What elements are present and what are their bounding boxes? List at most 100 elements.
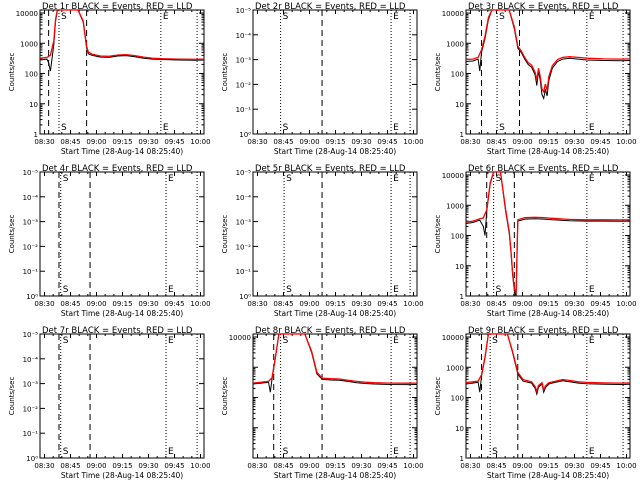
- y-tick-label: 1: [460, 293, 464, 301]
- y-tick-label: 1000: [20, 40, 38, 48]
- y-tick-label: 10⁰: [239, 293, 251, 301]
- detector-panel-2: Det 2r BLACK = Events, RED = LLD 08:30 08:…: [221, 2, 424, 156]
- marker-label-bottom: S: [492, 447, 498, 457]
- detector-panel-9: Det 9r BLACK = Events, RED = LLD 08:30 08:…: [434, 326, 637, 480]
- marker-label-top: S: [283, 336, 289, 346]
- x-tick-label: 08:30: [460, 300, 480, 308]
- x-tick-label: 08:30: [247, 138, 267, 146]
- series-line-events: [253, 334, 417, 393]
- x-tick-label: 08:30: [34, 462, 54, 470]
- marker-label-bottom: E: [589, 285, 595, 295]
- marker-label-top: E: [168, 174, 174, 184]
- marker-label-bottom: E: [589, 123, 595, 133]
- marker-label-bottom: E: [168, 285, 174, 295]
- y-tick-label: 100: [451, 233, 464, 241]
- detector-panel-1: Det 1r BLACK = Events, RED = LLD 08:30 08:…: [8, 2, 211, 156]
- x-tick-label: 10:00: [616, 300, 636, 308]
- x-tick-label: 09:00: [299, 138, 319, 146]
- panel-title: Det 5r BLACK = Events, RED = LLD: [255, 164, 406, 174]
- x-tick-label: 10:00: [616, 138, 636, 146]
- y-tick-label: 1: [34, 131, 38, 139]
- x-tick-label: 10:00: [190, 138, 210, 146]
- x-tick-label: 09:30: [351, 138, 371, 146]
- marker-label-bottom: S: [61, 123, 67, 133]
- x-tick-label: 09:45: [590, 462, 610, 470]
- x-tick-label: 10:00: [403, 300, 423, 308]
- detector-panel-4: Det 4r BLACK = Events, RED = LLD 08:30 08:…: [8, 164, 211, 318]
- x-tick-label: 09:45: [164, 462, 184, 470]
- marker-label-bottom: E: [589, 447, 595, 457]
- y-axis-label: Counts/sec: [8, 377, 16, 416]
- y-tick-label: 10⁻¹: [23, 268, 39, 276]
- marker-label-top: E: [393, 12, 399, 22]
- y-tick-label: 10⁻³: [236, 219, 252, 227]
- y-tick-label: 10⁻⁴: [236, 194, 252, 202]
- plot-frame: [465, 171, 631, 297]
- x-tick-label: 09:00: [86, 462, 106, 470]
- x-tick-label: 10:00: [616, 462, 636, 470]
- x-tick-label: 09:15: [325, 138, 345, 146]
- y-tick-label: 10⁻¹: [236, 106, 252, 114]
- x-tick-label: 09:45: [164, 138, 184, 146]
- marker-label-top: E: [589, 336, 595, 346]
- x-tick-label: 08:45: [273, 462, 293, 470]
- x-axis-label: Start Time (28-Aug-14 08:25:40): [61, 471, 183, 480]
- x-axis-label: Start Time (28-Aug-14 08:25:40): [487, 147, 609, 156]
- x-tick-label: 08:45: [273, 138, 293, 146]
- series-line-lld: [466, 172, 630, 294]
- x-tick-label: 09:30: [351, 462, 371, 470]
- panel-title: Det 2r BLACK = Events, RED = LLD: [255, 2, 406, 12]
- x-tick-label: 08:30: [247, 462, 267, 470]
- plot-frame: [252, 333, 418, 459]
- y-tick-label: 10⁻²: [23, 243, 39, 251]
- y-tick-label: 1000: [446, 364, 464, 372]
- x-tick-label: 08:45: [486, 300, 506, 308]
- x-tick-label: 08:45: [273, 300, 293, 308]
- y-tick-label: 10⁰: [239, 131, 251, 139]
- panel-title: Det 9r BLACK = Events, RED = LLD: [468, 326, 619, 336]
- marker-label-top: S: [492, 336, 498, 346]
- y-tick-label: 10⁻⁴: [23, 356, 39, 364]
- y-axis-label: Counts/sec: [434, 215, 442, 254]
- detector-panel-8: Det 8r BLACK = Events, RED = LLD 08:30 08:…: [221, 326, 424, 480]
- x-tick-label: 09:30: [564, 462, 584, 470]
- x-tick-label: 09:30: [138, 138, 158, 146]
- plot-frame: [252, 9, 418, 135]
- series-line-lld: [40, 10, 204, 60]
- x-tick-label: 09:45: [590, 138, 610, 146]
- y-tick-label: 10⁰: [26, 455, 38, 463]
- y-tick-label: 10⁻⁵: [236, 169, 252, 177]
- x-tick-label: 09:45: [377, 300, 397, 308]
- y-tick-label: 10: [29, 101, 38, 109]
- y-tick-label: 10000: [442, 10, 464, 18]
- y-tick-label: 10⁻⁴: [236, 32, 252, 40]
- marker-label-bottom: E: [393, 123, 399, 133]
- y-tick-label: 100: [451, 71, 464, 79]
- y-tick-label: 10⁻⁵: [23, 331, 39, 339]
- marker-label-bottom: S: [496, 285, 502, 295]
- y-axis-label: Counts/sec: [8, 53, 16, 92]
- y-tick-label: 10: [455, 425, 464, 433]
- y-tick-label: 10⁻³: [23, 219, 39, 227]
- x-tick-label: 09:15: [112, 300, 132, 308]
- x-tick-label: 10:00: [190, 462, 210, 470]
- marker-label-bottom: S: [63, 447, 69, 457]
- x-tick-label: 09:15: [538, 138, 558, 146]
- series-group: [466, 10, 630, 101]
- plot-frame: [39, 171, 205, 297]
- panel-title: Det 4r BLACK = Events, RED = LLD: [42, 164, 193, 174]
- x-tick-label: 09:00: [512, 300, 532, 308]
- y-tick-label: 10: [455, 263, 464, 271]
- panel-title: Det 3r BLACK = Events, RED = LLD: [468, 2, 619, 12]
- marker-label-top: E: [393, 174, 399, 184]
- marker-label-top: S: [63, 336, 69, 346]
- x-tick-label: 08:45: [486, 462, 506, 470]
- marker-label-bottom: S: [286, 285, 292, 295]
- x-tick-label: 09:15: [112, 462, 132, 470]
- y-tick-label: 1000: [446, 40, 464, 48]
- x-tick-label: 09:45: [164, 300, 184, 308]
- series-line-events: [466, 172, 630, 296]
- y-tick-label: 10000: [16, 10, 38, 18]
- marker-label-top: S: [63, 174, 69, 184]
- x-tick-label: 09:30: [138, 300, 158, 308]
